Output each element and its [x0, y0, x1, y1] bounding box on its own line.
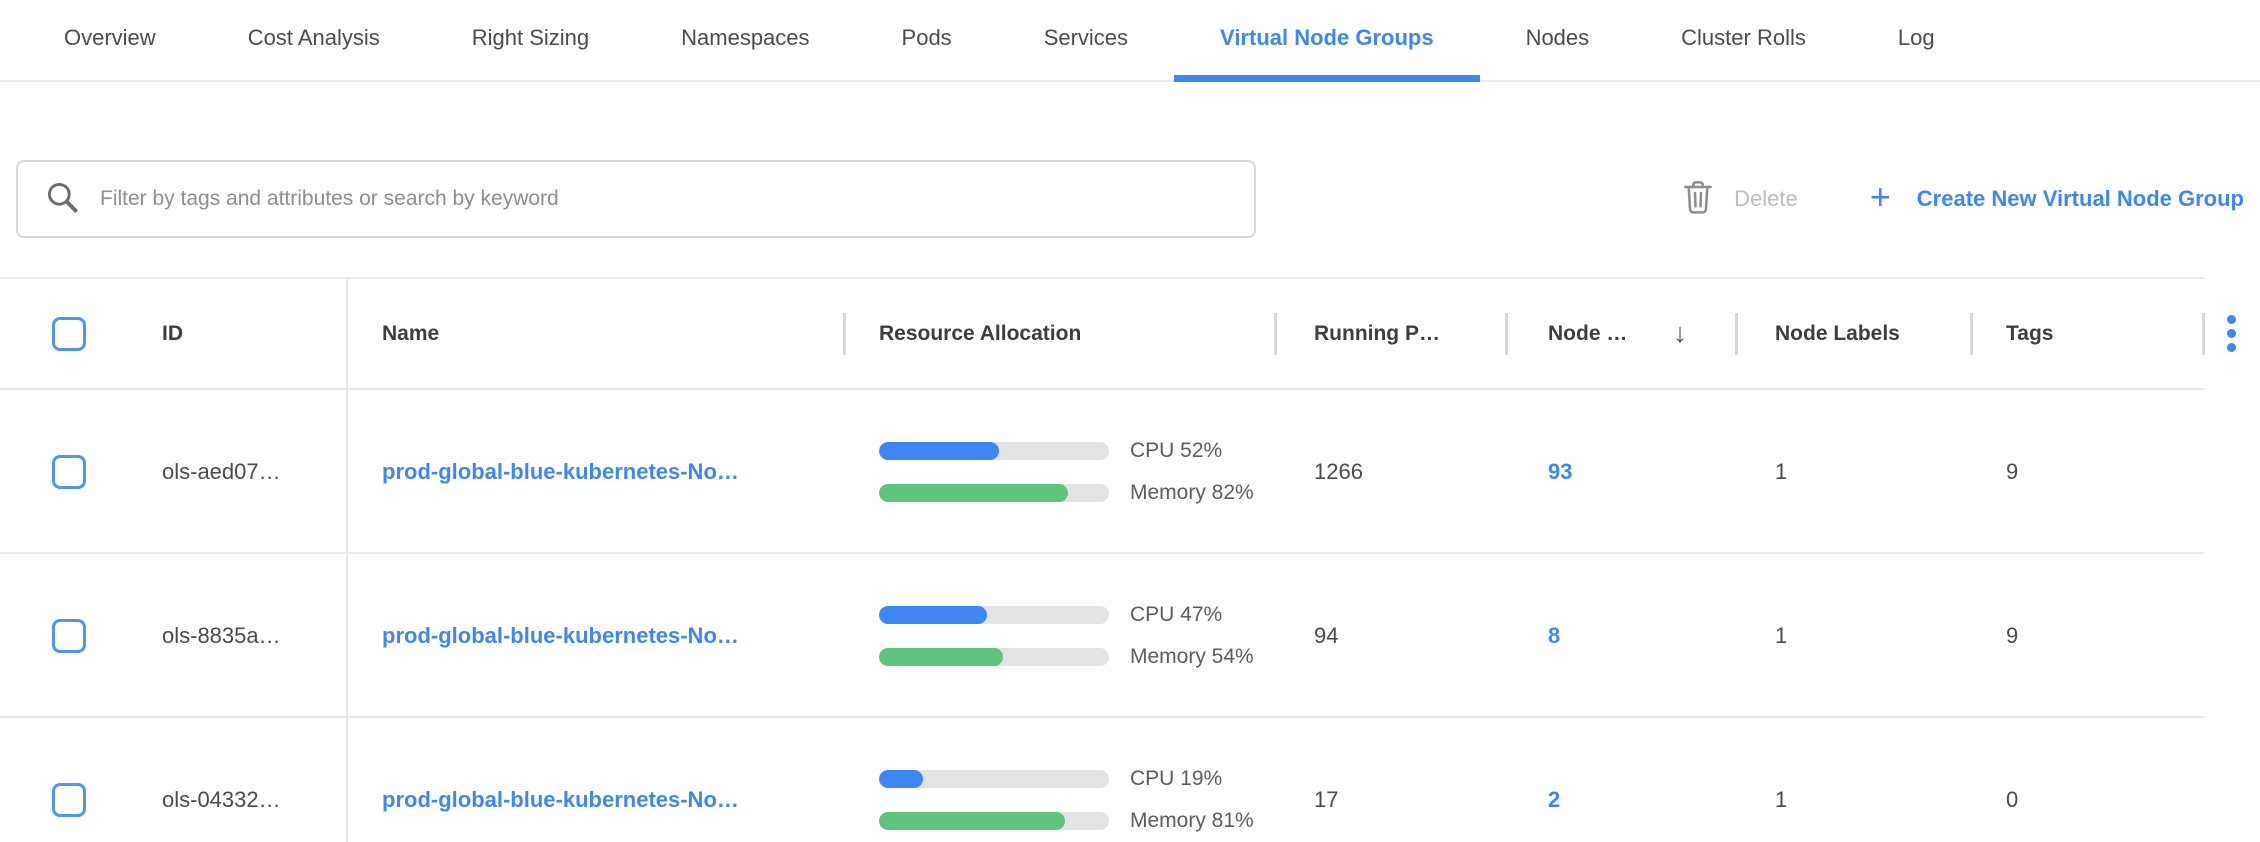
table-row: ols-aed07… prod-global-blue-kubernetes-N…	[0, 390, 2260, 554]
tab-cluster-rolls[interactable]: Cluster Rolls	[1681, 24, 1806, 50]
tab-namespaces[interactable]: Namespaces	[681, 24, 810, 50]
tab-right-sizing[interactable]: Right Sizing	[471, 24, 590, 50]
header-running-pods[interactable]: Running P…	[1274, 277, 1505, 390]
tags-value: 9	[2006, 459, 2019, 484]
tab-cost-analysis[interactable]: Cost Analysis	[247, 24, 380, 50]
search-icon	[44, 179, 80, 220]
cpu-label: CPU 52%	[1130, 439, 1223, 462]
cpu-bar	[879, 606, 1109, 624]
tab-pods[interactable]: Pods	[901, 24, 952, 50]
cpu-label: CPU 47%	[1130, 603, 1223, 626]
id-name-column-divider	[346, 279, 348, 842]
header-tags[interactable]: Tags	[1970, 277, 2202, 390]
memory-bar	[879, 648, 1109, 666]
toolbar: Delete + Create New Virtual Node Group	[0, 82, 2260, 277]
select-all-checkbox[interactable]	[52, 316, 86, 351]
row-separator	[0, 716, 2204, 718]
row-checkbox[interactable]	[52, 455, 86, 489]
memory-label: Memory 82%	[1130, 481, 1254, 504]
tags-value: 9	[2006, 623, 2019, 648]
toolbar-actions: Delete + Create New Virtual Node Group	[1682, 160, 2244, 238]
memory-bar	[879, 812, 1109, 830]
create-virtual-node-group-button[interactable]: + Create New Virtual Node Group	[1869, 176, 2244, 217]
tab-services[interactable]: Services	[1043, 24, 1129, 50]
row-separator	[0, 552, 2204, 554]
resource-allocation: CPU 47% Memory 54%	[879, 603, 1254, 668]
table-header: ID Name Resource Allocation Running P… N…	[0, 277, 2260, 390]
column-options-kebab-icon[interactable]	[2223, 311, 2240, 356]
nodes-count-link[interactable]: 93	[1548, 459, 1573, 484]
create-button-label: Create New Virtual Node Group	[1916, 186, 2244, 211]
header-name[interactable]: Name	[382, 321, 440, 345]
header-id: ID	[0, 277, 346, 390]
running-pods-value: 1266	[1314, 459, 1363, 484]
tab-log[interactable]: Log	[1897, 24, 1935, 50]
sort-desc-icon: ↓	[1673, 318, 1687, 348]
header-nodes[interactable]: Node … ↓	[1505, 277, 1735, 390]
memory-label: Memory 81%	[1130, 809, 1254, 832]
header-node-labels[interactable]: Node Labels	[1735, 277, 1970, 390]
plus-icon: +	[1869, 176, 1891, 217]
resource-allocation: CPU 52% Memory 82%	[879, 439, 1254, 504]
delete-button-label: Delete	[1734, 186, 1798, 211]
running-pods-value: 94	[1314, 623, 1339, 648]
filter-search-box[interactable]	[16, 160, 1256, 238]
tab-bar: Overview Cost Analysis Right Sizing Name…	[0, 0, 2260, 82]
table-row: ols-04332… prod-global-blue-kubernetes-N…	[0, 718, 2260, 842]
nodes-count-link[interactable]: 2	[1548, 787, 1561, 812]
tags-value: 0	[2006, 787, 2019, 812]
tab-virtual-node-groups[interactable]: Virtual Node Groups	[1174, 0, 1480, 82]
tab-overview[interactable]: Overview	[64, 24, 156, 50]
cpu-bar	[879, 770, 1109, 788]
row-name-link[interactable]: prod-global-blue-kubernetes-No…	[382, 787, 739, 812]
table-row: ols-8835a… prod-global-blue-kubernetes-N…	[0, 554, 2260, 718]
cpu-label: CPU 19%	[1130, 767, 1223, 790]
row-checkbox[interactable]	[52, 619, 86, 653]
row-checkbox[interactable]	[52, 783, 86, 817]
row-name-link[interactable]: prod-global-blue-kubernetes-No…	[382, 623, 739, 648]
header-id-label[interactable]: ID	[162, 321, 183, 345]
node-labels-value: 1	[1775, 623, 1788, 648]
header-resource-allocation[interactable]: Resource Allocation	[843, 277, 1274, 390]
header-menu	[2202, 277, 2260, 390]
cpu-bar	[879, 442, 1109, 460]
row-id: ols-aed07…	[162, 459, 281, 484]
search-input[interactable]	[100, 187, 1228, 211]
memory-label: Memory 54%	[1130, 645, 1254, 668]
virtual-node-groups-table: ID Name Resource Allocation Running P… N…	[0, 277, 2260, 842]
nodes-count-link[interactable]: 8	[1548, 623, 1561, 648]
tab-nodes[interactable]: Nodes	[1525, 24, 1590, 50]
trash-icon	[1682, 179, 1714, 220]
row-id: ols-04332…	[162, 787, 281, 812]
running-pods-value: 17	[1314, 787, 1339, 812]
delete-button[interactable]: Delete	[1682, 179, 1798, 220]
resource-allocation: CPU 19% Memory 81%	[879, 767, 1254, 832]
row-name-link[interactable]: prod-global-blue-kubernetes-No…	[382, 459, 739, 484]
row-id: ols-8835a…	[162, 623, 281, 648]
node-labels-value: 1	[1775, 787, 1788, 812]
node-labels-value: 1	[1775, 459, 1788, 484]
memory-bar	[879, 484, 1109, 502]
